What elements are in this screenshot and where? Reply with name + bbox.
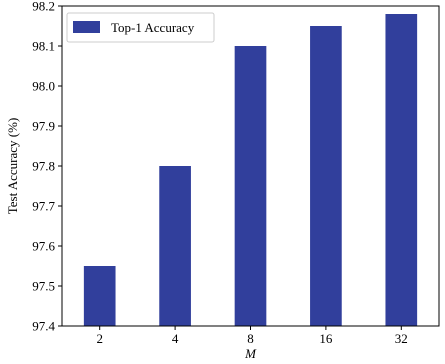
bar-32 [385,14,418,326]
x-tick-label: 4 [172,331,179,346]
legend-swatch [73,21,100,33]
x-axis-label: M [244,346,257,361]
y-tick-label: 98.1 [32,39,55,54]
legend-label: Top-1 Accuracy [111,20,195,35]
y-tick-label: 97.8 [32,159,55,174]
y-tick-label: 97.5 [32,279,55,294]
plot-frame [61,5,440,327]
x-tick-label: 32 [395,331,408,346]
legend: Top-1 Accuracy [66,12,215,43]
x-tick-label: 8 [247,331,254,346]
x-tick-label: 16 [319,331,333,346]
y-axis-label: Test Accuracy (%) [5,118,20,215]
y-ticks-group: 97.4 97.5 97.6 97.7 97.8 97.9 98.0 98.1 98.2 [32,0,62,334]
bar-8 [234,46,267,326]
x-tick-label: 2 [96,331,103,346]
bar-2 [83,266,116,326]
bar-4 [159,166,191,326]
y-tick-label: 98.0 [32,79,55,94]
y-tick-label: 98.2 [32,0,55,14]
legend-box [66,12,215,43]
y-tick-label: 97.6 [32,239,55,254]
y-tick-label: 97.9 [32,119,55,134]
y-tick-label: 97.7 [32,199,55,214]
bar-16 [310,26,342,326]
y-tick-label: 97.4 [32,319,55,334]
bars-group [83,14,418,326]
x-ticks-group: 2 4 8 16 32 [96,326,408,346]
